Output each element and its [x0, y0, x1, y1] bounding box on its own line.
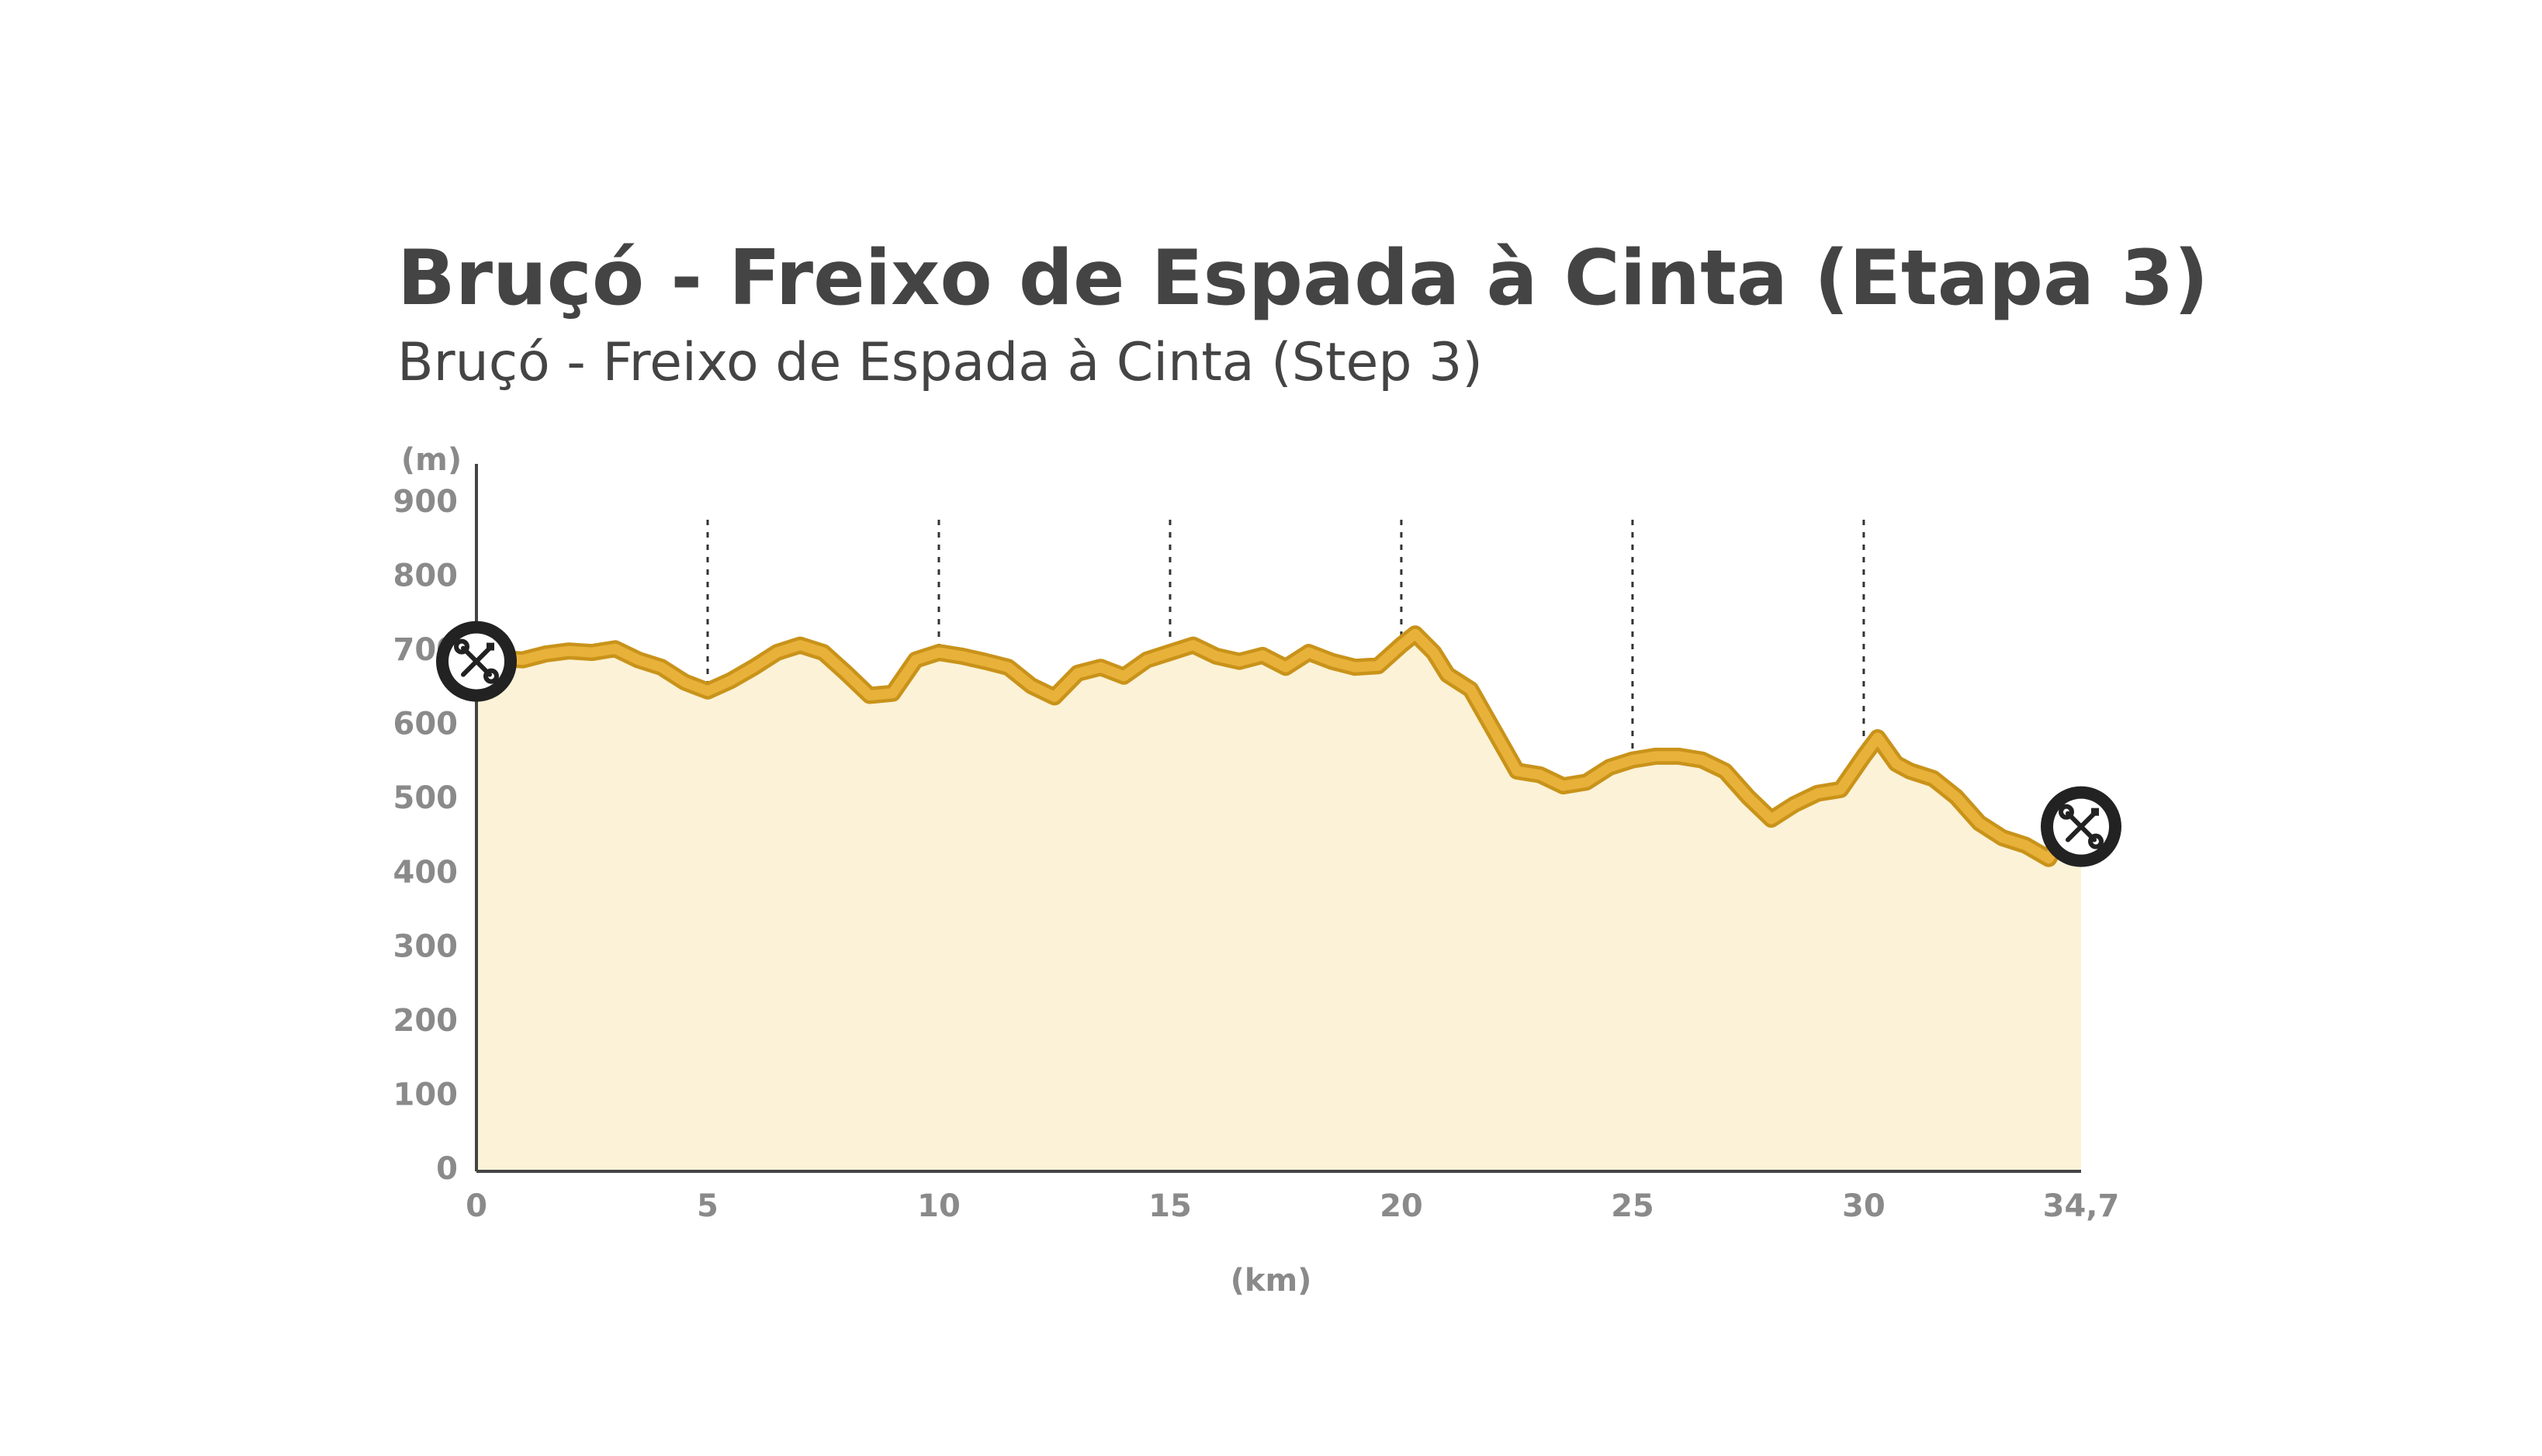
x-tick-label-15: 15: [1148, 1188, 1192, 1224]
x-tick-label-20: 20: [1380, 1188, 1423, 1224]
x-axis-unit-label: (km): [1231, 1263, 1312, 1299]
chart-title: Bruçó - Freixo de Espada à Cinta (Etapa …: [397, 234, 2208, 323]
y-tick-label-200: 200: [393, 1003, 459, 1039]
y-tick-label-400: 400: [393, 855, 459, 891]
elevation-area-fill: [476, 634, 2081, 1171]
axes: [475, 464, 2081, 1173]
x-tick-label-25: 25: [1611, 1188, 1654, 1224]
end-marker: [2041, 786, 2121, 867]
route-markers: [436, 621, 2121, 867]
x-tick-label-30: 30: [1842, 1188, 1886, 1224]
elevation-line: [471, 628, 2087, 864]
y-tick-label-300: 300: [393, 929, 459, 964]
tools-icon: [2059, 804, 2104, 849]
y-tick-label-900: 900: [393, 484, 459, 520]
start-marker: [436, 621, 517, 702]
y-tick-label-500: 500: [393, 780, 459, 816]
chart-subtitle: Bruçó - Freixo de Espada à Cinta (Step 3…: [397, 332, 1483, 393]
tools-icon: [454, 638, 499, 684]
x-tick-label-0: 0: [466, 1188, 487, 1224]
x-tick-label-10: 10: [917, 1188, 961, 1224]
y-axis-unit-label: (m): [401, 442, 462, 478]
y-tick-label-100: 100: [393, 1077, 459, 1112]
x-tick-label-5: 5: [697, 1188, 719, 1224]
y-tick-label-600: 600: [393, 707, 459, 742]
y-tick-label-0: 0: [436, 1151, 458, 1187]
x-tick-label-34,7: 34,7: [2043, 1188, 2120, 1224]
y-tick-label-800: 800: [393, 559, 459, 594]
